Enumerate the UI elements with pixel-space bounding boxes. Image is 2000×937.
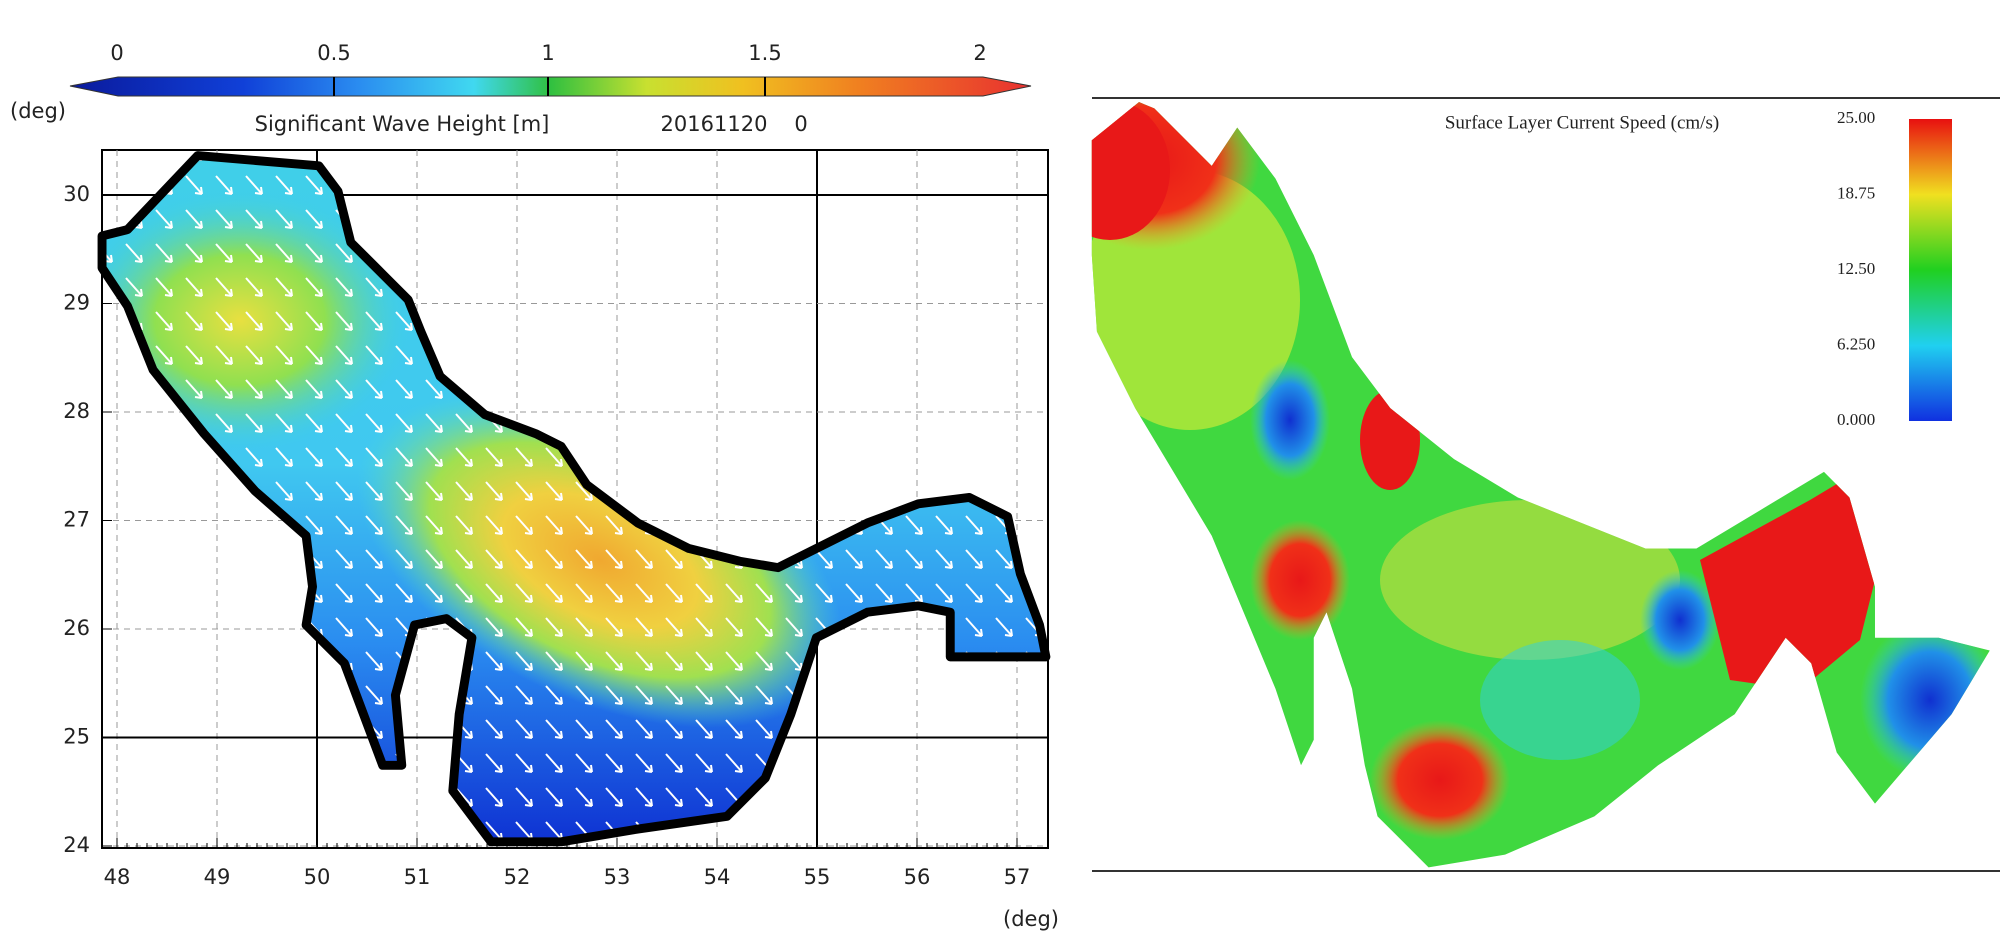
coastline — [97, 151, 1051, 847]
colorbar-label: 18.75 — [1837, 183, 1875, 202]
date: 20161120 — [661, 112, 768, 136]
x-tick-label: 49 — [204, 865, 231, 889]
x-tick-label: 55 — [804, 865, 831, 889]
colorbar-label: 12.50 — [1837, 259, 1875, 278]
title: Surface Layer Current Speed (cm/s) — [1445, 112, 1719, 133]
time: 0 — [794, 112, 807, 136]
colorbar-label: 1.5 — [748, 41, 781, 65]
colorbar-label: 0.000 — [1837, 410, 1875, 429]
y-tick-label: 29 — [63, 291, 90, 315]
subtitle: Significant Wave Height [m] — [255, 112, 550, 136]
x-tick-label: 48 — [104, 865, 131, 889]
x-unit: (deg) — [1003, 907, 1059, 931]
x-tick-label: 54 — [704, 865, 731, 889]
y-tick-label: 28 — [63, 399, 90, 423]
colorbar-label: 0 — [110, 41, 123, 65]
colorbar-label: 6.250 — [1837, 334, 1875, 353]
y-tick-label: 24 — [63, 833, 90, 857]
x-tick-label: 52 — [504, 865, 531, 889]
current-panel: Surface Layer Current Speed (cm/s) 25.00… — [1091, 97, 2000, 872]
x-tick-label: 51 — [404, 865, 431, 889]
x-tick-label: 50 — [304, 865, 331, 889]
axes: 48 49 50 51 52 53 54 55 56 57 24 25 26 27 28 29 30 — [63, 182, 1030, 889]
y-tick-label: 25 — [63, 725, 90, 749]
x-tick-label: 53 — [604, 865, 631, 889]
colorbar-label: 0.5 — [317, 41, 350, 65]
colorbar-labels: 25.00 18.75 12.50 6.250 0.000 — [1837, 108, 1875, 429]
colorbar — [69, 76, 1032, 97]
y-tick-label: 30 — [63, 182, 90, 206]
y-unit: (deg) — [10, 99, 66, 123]
x-tick-label: 57 — [1004, 865, 1031, 889]
y-tick-label: 27 — [63, 508, 90, 532]
y-tick-label: 26 — [63, 616, 90, 640]
wave-panel: 48 49 50 51 52 53 54 55 56 57 24 25 26 27 28 29 30 (deg)… — [10, 76, 1059, 931]
colorbar-label: 2 — [973, 41, 986, 65]
colorbar-label: 25.00 — [1837, 108, 1875, 127]
colorbar-label: 1 — [541, 41, 554, 65]
x-tick-label: 56 — [904, 865, 931, 889]
colorbar — [1909, 119, 1952, 421]
